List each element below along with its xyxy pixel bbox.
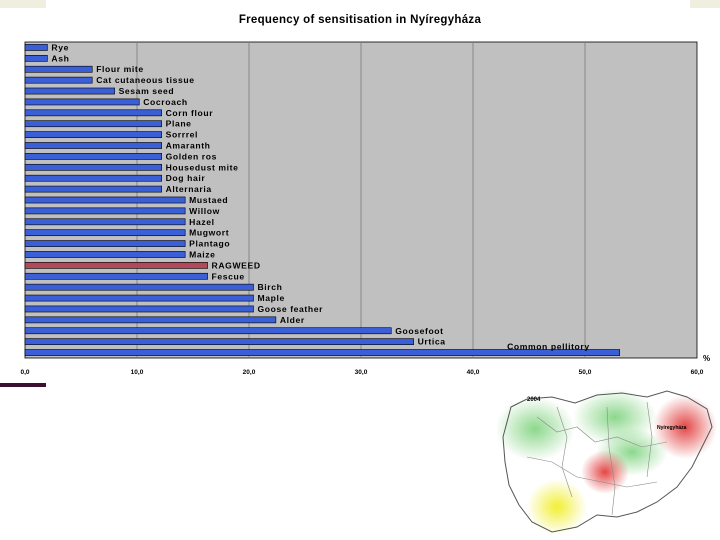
bar-label: Mustaed bbox=[189, 195, 228, 205]
bar bbox=[24, 229, 186, 237]
corner-decoration-left bbox=[0, 0, 46, 8]
x-tick-label: 60,0 bbox=[691, 369, 704, 376]
x-tick-label: 30,0 bbox=[355, 369, 368, 376]
bar bbox=[24, 327, 392, 335]
bar bbox=[24, 338, 414, 346]
bar bbox=[24, 349, 621, 356]
chart-title: Frequency of sensitisation in Nyíregyház… bbox=[238, 14, 482, 26]
bar bbox=[24, 98, 140, 106]
x-tick-label: 40,0 bbox=[467, 369, 480, 376]
bar bbox=[24, 272, 208, 280]
corner-decoration-right bbox=[690, 0, 720, 8]
x-tick-label: 50,0 bbox=[579, 369, 592, 376]
bar-label: Plantago bbox=[189, 239, 230, 249]
bar-label: Common pellitory bbox=[507, 342, 590, 352]
x-tick-label: 20,0 bbox=[243, 369, 256, 376]
bar bbox=[24, 44, 48, 51]
bar bbox=[24, 142, 162, 149]
bar bbox=[24, 153, 162, 160]
bar-label: Willow bbox=[189, 206, 220, 216]
bar-label: RAGWEED bbox=[212, 260, 261, 270]
bar bbox=[24, 76, 93, 84]
bar bbox=[24, 218, 186, 226]
bar-label: Fescue bbox=[212, 271, 245, 281]
bar-label: Goose feather bbox=[257, 304, 323, 314]
bar-label: Alternaria bbox=[166, 184, 212, 194]
map-city-label: Nyíregyháza bbox=[657, 425, 687, 431]
bar-label: Housedust mite bbox=[166, 162, 239, 172]
left-accent-bar bbox=[0, 383, 46, 387]
bar bbox=[24, 251, 186, 258]
bar bbox=[24, 305, 254, 313]
bar-label: Maize bbox=[189, 249, 215, 259]
bar-label: Dog hair bbox=[166, 173, 206, 183]
bar-label: Hazel bbox=[189, 217, 214, 227]
bar-label: Amaranth bbox=[166, 141, 211, 151]
bar-label: Rye bbox=[51, 42, 69, 52]
x-axis-unit: % bbox=[703, 354, 710, 363]
bar-label: Sesam seed bbox=[119, 86, 175, 96]
bar bbox=[24, 283, 254, 291]
bar bbox=[24, 163, 162, 171]
bar bbox=[24, 131, 162, 138]
bar bbox=[24, 240, 186, 247]
bar-label: Plane bbox=[166, 119, 192, 129]
bar bbox=[24, 109, 162, 117]
x-tick-label: 10,0 bbox=[131, 369, 144, 376]
bar bbox=[24, 120, 162, 128]
bar bbox=[24, 185, 162, 193]
x-tick-label: 0,0 bbox=[20, 369, 29, 376]
bar-label: Cocroach bbox=[143, 97, 187, 107]
bar bbox=[24, 316, 277, 324]
bar bbox=[24, 294, 254, 302]
bar-label: Ash bbox=[51, 53, 69, 63]
bar-label: Goosefoot bbox=[395, 326, 443, 336]
bar bbox=[24, 262, 208, 269]
bar bbox=[24, 65, 93, 73]
bar bbox=[24, 196, 186, 204]
bar-label: Flour mite bbox=[96, 64, 144, 74]
bar-label: Birch bbox=[257, 282, 282, 292]
bar-label: Sorrrel bbox=[166, 130, 198, 140]
bar-label: Cat cutaneous tissue bbox=[96, 75, 194, 85]
hungary-map: 2004 Nyíregyháza bbox=[497, 387, 720, 540]
hungary-map-image: 2004 Nyíregyháza bbox=[497, 389, 717, 535]
map-year: 2004 bbox=[527, 397, 541, 403]
bar-label: Maple bbox=[257, 293, 284, 303]
bar bbox=[24, 54, 48, 62]
bar-label: Golden ros bbox=[166, 151, 217, 161]
bar bbox=[24, 87, 115, 95]
bar-label: Alder bbox=[280, 315, 305, 325]
bar bbox=[24, 207, 186, 215]
bar bbox=[24, 174, 162, 182]
bar-label: Mugwort bbox=[189, 228, 229, 238]
bar-label: Corn flour bbox=[166, 108, 214, 118]
bar-label: Urtica bbox=[418, 337, 446, 347]
